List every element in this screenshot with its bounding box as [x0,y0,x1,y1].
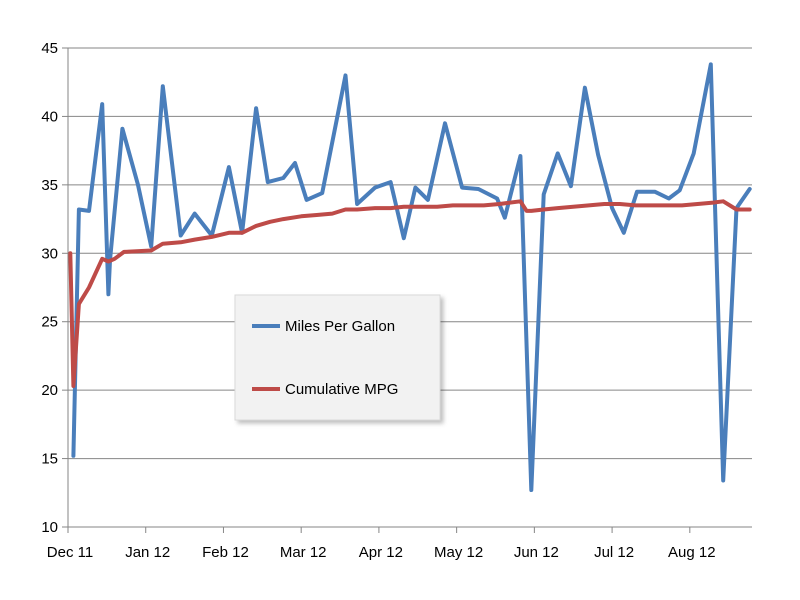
legend-box [234,294,441,421]
y-tick-label: 25 [41,314,58,331]
axes: 10 15 20 25 30 35 40 45 Dec 11 Jan 12 Feb 12 Mar 12… [41,40,752,561]
legend-label-miles-per-gallon: Miles Per Gallon [285,318,395,335]
x-tick-label: May 12 [434,544,483,561]
series-line-miles-per-gallon [71,62,752,492]
x-tick-label: Jul 12 [594,544,634,561]
legend-label-cumulative-mpg: Cumulative MPG [285,381,398,398]
y-tick-label: 40 [41,108,58,125]
y-tick-label: 30 [41,245,58,262]
x-tick-label: Feb 12 [202,544,249,561]
series-layer [68,62,752,492]
x-tick-label: Dec 11 [47,544,93,561]
gridlines [68,47,752,528]
y-tick-label: 15 [41,451,58,468]
y-tick-label: 10 [41,519,58,536]
x-tick-label: Mar 12 [280,544,327,561]
legend: Miles Per Gallon Cumulative MPG [234,294,441,421]
y-tick-label: 20 [41,382,58,399]
y-tick-label: 35 [41,177,58,194]
x-tick-label: Apr 12 [359,544,403,561]
x-tick-label: Aug 12 [668,544,716,561]
x-tick-label: Jan 12 [125,544,170,561]
series-line-cumulative-mpg [68,199,752,388]
y-tick-label: 45 [41,40,58,57]
x-tick-label: Jun 12 [514,544,559,561]
